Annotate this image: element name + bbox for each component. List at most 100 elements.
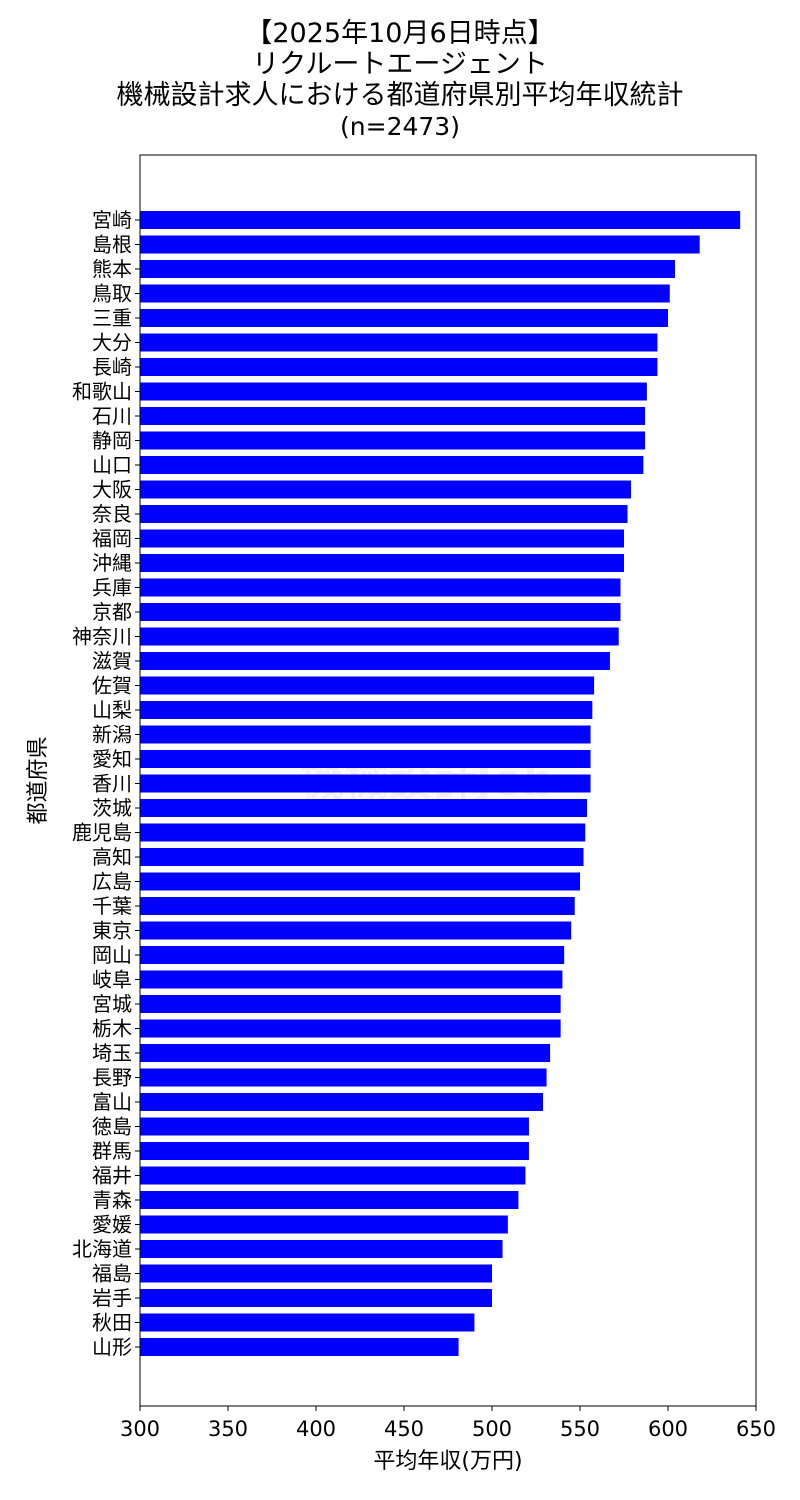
x-tick-label: 350 [208, 1417, 248, 1441]
bar [140, 578, 621, 597]
bars-group [140, 211, 741, 1356]
bar [140, 652, 610, 670]
bar [140, 946, 565, 964]
bar [140, 1264, 492, 1283]
y-tick-label: 福岡 [92, 527, 132, 551]
y-tick-label: 島根 [92, 233, 132, 257]
bar [140, 407, 646, 425]
x-axis-ticks: 300 350 400 450 500 550 600 650 [120, 1406, 776, 1441]
y-tick-label: 岩手 [92, 1286, 132, 1310]
y-tick-label: 栃木 [92, 1017, 132, 1041]
y-tick-label: 秋田 [92, 1311, 132, 1335]
x-tick-label: 400 [296, 1417, 336, 1441]
bar [140, 848, 584, 866]
bar [140, 211, 741, 229]
bar [140, 725, 591, 744]
y-tick-label: 石川 [92, 404, 132, 428]
title-source: リクルートエージェント [252, 49, 548, 80]
y-tick-label: 愛知 [92, 747, 132, 771]
y-tick-label: 山口 [92, 453, 132, 477]
bar [140, 872, 580, 891]
title-date: 【2025年10月6日時点】 [245, 18, 555, 49]
chart-title: 【2025年10月6日時点】 リクルートエージェント 機械設計求人における都道府… [0, 18, 800, 142]
y-tick-label: 岡山 [92, 943, 132, 967]
y-tick-label: 滋賀 [92, 649, 132, 673]
bar [140, 235, 700, 254]
x-axis-label: 平均年収(万円) [373, 1449, 522, 1474]
plot-frame [139, 154, 757, 1407]
bar [140, 627, 619, 646]
bar [140, 1019, 561, 1038]
y-tick-label: 奈良 [92, 502, 132, 526]
y-tick-label: 宮崎 [92, 208, 132, 232]
bar [140, 1338, 459, 1356]
y-tick-label: 京都 [92, 600, 132, 624]
bar [140, 309, 668, 327]
x-tick-label: 500 [472, 1417, 512, 1441]
y-tick-label: 千葉 [92, 894, 132, 918]
x-tick-label: 650 [736, 1417, 776, 1441]
y-tick-label: 鹿児島 [72, 821, 132, 845]
title-sample-size: (n=2473) [340, 112, 460, 141]
y-tick-label: 山梨 [92, 698, 132, 722]
y-tick-label: 沖縄 [92, 551, 132, 575]
bar [140, 529, 624, 548]
bar [140, 284, 670, 303]
y-tick-label: 富山 [92, 1090, 132, 1114]
y-tick-label: 広島 [92, 870, 132, 894]
y-tick-label: 群馬 [92, 1139, 132, 1163]
y-tick-label: 福井 [92, 1164, 132, 1188]
y-tick-label: 東京 [92, 919, 132, 943]
bar [140, 554, 624, 572]
bar [140, 676, 595, 695]
y-tick-label: 兵庫 [92, 576, 132, 600]
y-tick-label: 和歌山 [72, 380, 132, 404]
bar [140, 603, 621, 621]
y-tick-label: 愛媛 [92, 1213, 132, 1237]
y-tick-label: 大分 [92, 331, 132, 355]
y-tick-label: 鳥取 [92, 282, 132, 306]
bar [140, 1289, 492, 1307]
bar [140, 1215, 508, 1234]
bar [140, 1313, 475, 1332]
y-tick-label: 神奈川 [72, 625, 132, 649]
y-tick-label: 大阪 [92, 478, 132, 502]
bar [140, 1240, 503, 1258]
y-tick-label: 佐賀 [92, 674, 132, 698]
bar [140, 823, 586, 842]
y-tick-label: 北海道 [72, 1237, 132, 1261]
y-tick-label: 茨城 [92, 796, 132, 820]
bar [140, 1142, 529, 1160]
x-tick-label: 300 [120, 1417, 160, 1441]
bar [140, 456, 644, 474]
y-tick-label: 新潟 [92, 723, 132, 747]
y-tick-label: 宮城 [92, 992, 132, 1016]
bar [140, 260, 676, 278]
y-tick-label: 三重 [92, 306, 132, 330]
y-tick-label: 長野 [92, 1066, 132, 1090]
bar [140, 750, 591, 768]
bar [140, 333, 658, 352]
bar [140, 1166, 526, 1185]
bar [140, 897, 575, 915]
bar [140, 970, 563, 989]
bar [140, 480, 632, 499]
bar [140, 1191, 519, 1209]
y-axis-ticks: 宮崎島根熊本鳥取三重大分長崎和歌山石川静岡山口大阪奈良福岡沖縄兵庫京都神奈川滋賀… [72, 208, 140, 1359]
bar [140, 358, 658, 376]
bar [140, 995, 561, 1013]
bar [140, 1044, 551, 1062]
bar [140, 774, 591, 793]
bar [140, 382, 647, 401]
bar [140, 701, 593, 719]
y-tick-label: 福島 [92, 1262, 132, 1286]
bar [140, 431, 646, 450]
bar [140, 1117, 529, 1136]
bar [140, 1093, 544, 1111]
x-tick-label: 550 [560, 1417, 600, 1441]
y-tick-label: 青森 [92, 1188, 132, 1212]
y-axis-label: 都道府県 [26, 736, 51, 824]
x-tick-label: 450 [384, 1417, 424, 1441]
bar [140, 1068, 547, 1087]
